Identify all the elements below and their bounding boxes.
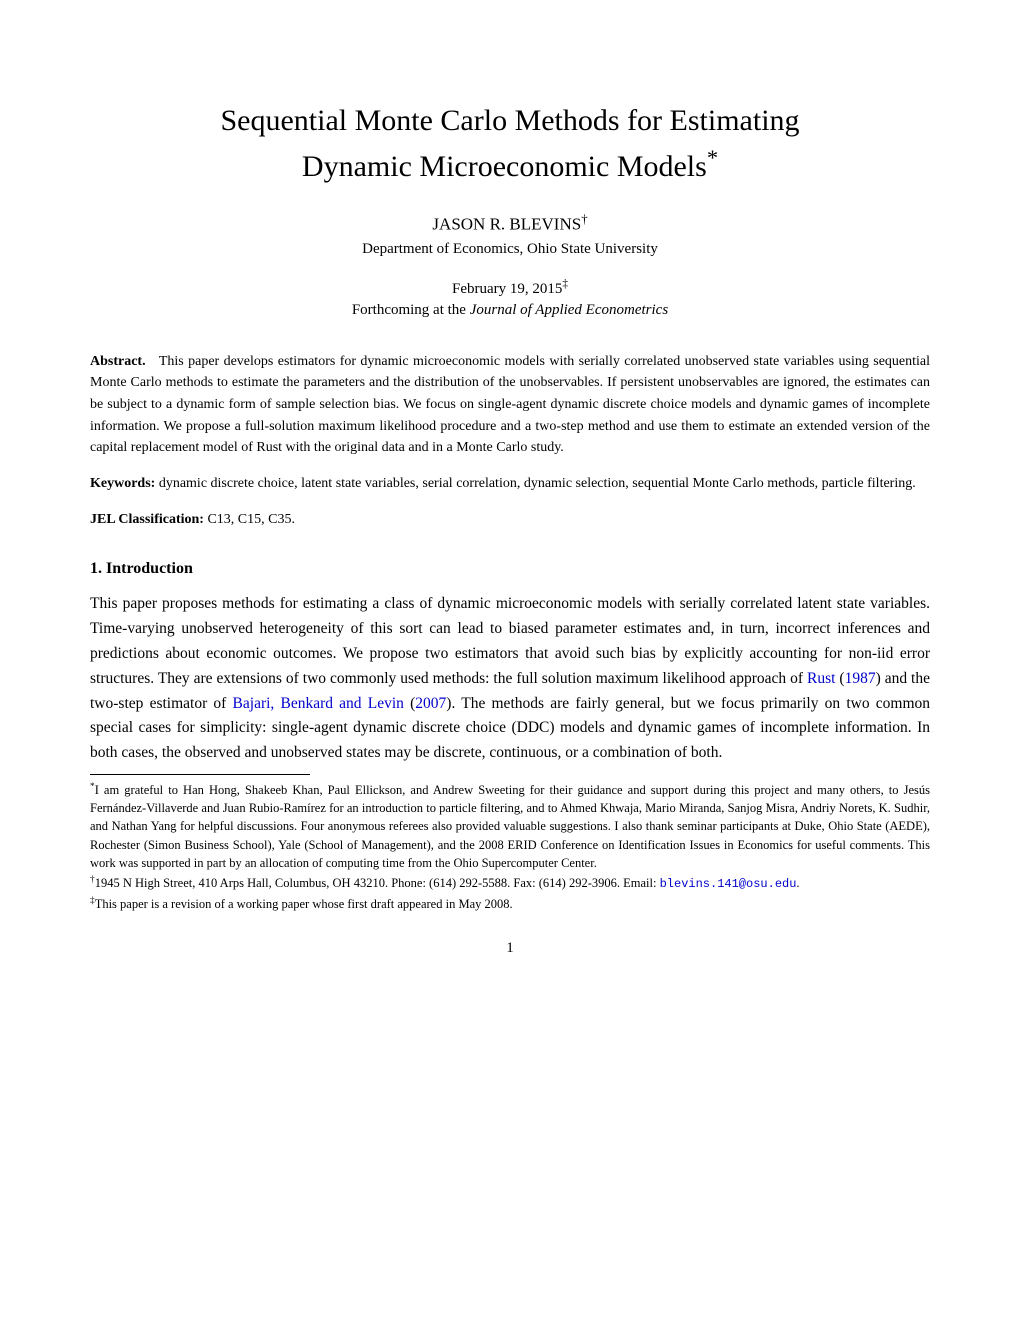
keywords-block: Keywords: dynamic discrete choice, laten… [90, 473, 930, 495]
jel-text: C13, C15, C35. [204, 512, 295, 527]
footnote-star-text: I am grateful to Han Hong, Shakeeb Khan,… [90, 783, 930, 870]
footnote-ddagger-text: This paper is a revision of a working pa… [95, 898, 513, 912]
journal-name: Journal of Applied Econometrics [470, 302, 668, 318]
footnote-dagger-text: 1945 N High Street, 410 Arps Hall, Colum… [95, 876, 660, 890]
page-number: 1 [90, 940, 930, 957]
jel-block: JEL Classification: C13, C15, C35. [90, 509, 930, 531]
title-line-2: Dynamic Microeconomic Models [302, 150, 707, 183]
author-footnote-marker: † [581, 212, 587, 226]
footnote-ddagger: ‡This paper is a revision of a working p… [90, 895, 930, 913]
title-line-1: Sequential Monte Carlo Methods for Estim… [220, 104, 799, 137]
keywords-label: Keywords: [90, 476, 155, 491]
section-heading: 1. Introduction [90, 560, 930, 578]
abstract-block: Abstract. This paper develops estimators… [90, 351, 930, 459]
author-name: JASON R. BLEVINS† [90, 212, 930, 235]
footnote-dagger: †1945 N High Street, 410 Arps Hall, Colu… [90, 874, 930, 894]
paper-date: February 19, 2015‡ [90, 278, 930, 298]
keywords-text: dynamic discrete choice, latent state va… [155, 476, 915, 491]
intro-paragraph: This paper proposes methods for estimati… [90, 592, 930, 766]
date-footnote-marker: ‡ [562, 278, 568, 290]
author-email[interactable]: blevins.141@osu.edu [660, 877, 797, 891]
citation-bbl-authors[interactable]: Bajari, Benkard and Levin [233, 695, 404, 712]
forthcoming-note: Forthcoming at the Journal of Applied Ec… [90, 302, 930, 319]
citation-rust-year[interactable]: 1987 [845, 670, 876, 687]
paper-title: Sequential Monte Carlo Methods for Estim… [90, 100, 930, 188]
title-footnote-marker: * [707, 145, 718, 170]
citation-bbl-year[interactable]: 2007 [415, 695, 446, 712]
footnote-star: *I am grateful to Han Hong, Shakeeb Khan… [90, 781, 930, 872]
abstract-label: Abstract. [90, 354, 146, 369]
author-affiliation: Department of Economics, Ohio State Univ… [90, 241, 930, 258]
jel-label: JEL Classification: [90, 512, 204, 527]
citation-rust-author[interactable]: Rust [807, 670, 835, 687]
abstract-text: This paper develops estimators for dynam… [90, 354, 930, 456]
paper-page: Sequential Monte Carlo Methods for Estim… [0, 0, 1020, 1017]
footnote-rule [90, 774, 310, 775]
